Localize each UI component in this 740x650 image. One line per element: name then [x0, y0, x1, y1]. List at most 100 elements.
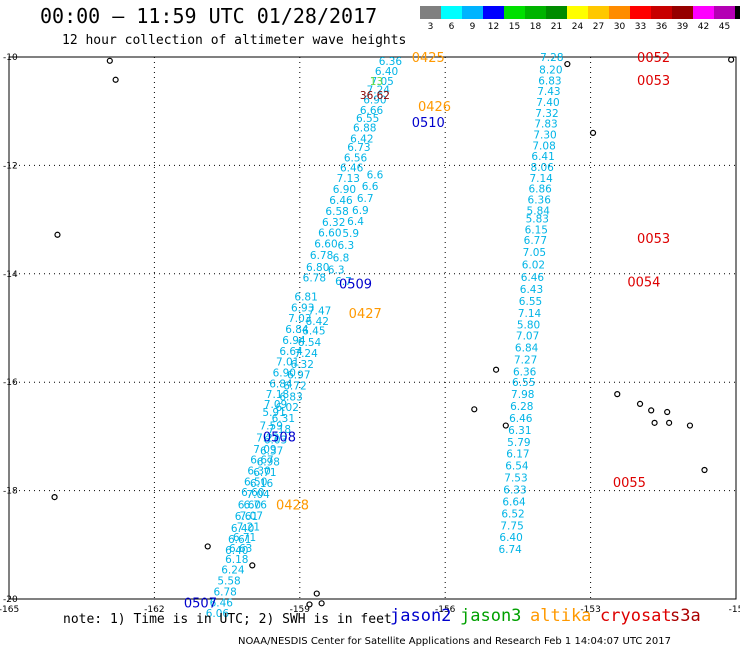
wave-height-value: 6.36 [379, 56, 403, 68]
colorbar-label: 24 [571, 22, 584, 32]
wave-height-value: 6.71 [233, 532, 256, 544]
wave-height-value: 6.86 [528, 184, 552, 196]
wave-height-value: 6.36 [513, 366, 537, 378]
wave-height-value: 6.43 [520, 284, 543, 296]
wave-height-value: 6.31 [508, 425, 531, 437]
wave-height-value: 6.84 [285, 324, 309, 336]
wave-height-value: 7.21 [237, 521, 260, 533]
wave-height-value: 6.46 [521, 272, 545, 284]
wave-height-value: 6.60 [318, 228, 341, 240]
colorbar-swatch-70 [735, 6, 740, 19]
island-marker [728, 56, 735, 63]
wave-height-value: 6.64 [502, 496, 526, 508]
wave-height-value: 6.73 [347, 142, 370, 154]
wave-height-value: 6.3 [328, 264, 345, 276]
y-tick-label: -16 [3, 378, 18, 388]
wave-height-value: 6.03 [264, 435, 287, 447]
wave-height-value: 6.76 [244, 500, 268, 512]
colorbar [420, 6, 740, 19]
island-marker [648, 407, 655, 414]
wave-height-value: 8.06 [530, 162, 554, 174]
island-marker [651, 419, 658, 426]
wave-height-value: 7.08 [532, 140, 555, 152]
wave-height-value: 7.28 [540, 52, 563, 64]
wave-height-value: 13 [370, 76, 383, 88]
wave-height-value: 7.18 [266, 389, 289, 401]
footer-credit: NOAA/NESDIS Center for Satellite Applica… [238, 636, 671, 647]
island-marker [54, 231, 61, 238]
wave-height-value: 6.61 [235, 511, 258, 523]
island-marker [502, 422, 509, 429]
colorbar-swatch-21 [546, 6, 567, 19]
island-marker [589, 129, 597, 136]
pass-time-label: 0052 [637, 51, 670, 66]
satellite-legend-s3a: s3a [670, 606, 701, 626]
wave-height-value: 6.58 [325, 206, 348, 218]
colorbar-label: 18 [529, 22, 542, 32]
island-marker [112, 76, 119, 83]
wave-height-value: 7.30 [533, 130, 556, 142]
wave-height-value: 6.06 [206, 608, 230, 620]
pass-time-label: 0053 [637, 74, 670, 89]
wave-height-value: 6.46 [210, 597, 234, 609]
wave-height-value: 6.52 [501, 508, 524, 520]
wave-height-value: 5.80 [517, 320, 540, 332]
wave-height-value: 7.43 [537, 86, 560, 98]
y-tick-label: -20 [3, 595, 18, 605]
wave-height-value: 6.36 [528, 195, 552, 207]
wave-height-value: 7.14 [529, 173, 553, 185]
pass-time-label: 0507 [184, 596, 217, 611]
colorbar-label: 15 [508, 22, 521, 32]
wave-height-value: 6.64 [279, 346, 303, 358]
island-marker [701, 466, 708, 474]
plot-frame [8, 56, 737, 600]
x-tick-label: -156 [435, 605, 456, 615]
wave-height-value: 6.63 [229, 543, 252, 555]
colorbar-label: 33 [634, 22, 647, 32]
satellite-legend-jason3: jason3 [460, 606, 522, 626]
wave-height-value: 6.78 [310, 250, 333, 262]
wave-height-value: 6.4 [347, 216, 364, 228]
wave-height-value: 6.40 [375, 66, 398, 78]
wave-height-value: 7.59 [260, 421, 283, 433]
wave-height-value: 6.6 [362, 181, 379, 193]
island-marker [306, 601, 313, 608]
wave-height-value: 6.78 [213, 586, 236, 598]
island-marker [204, 543, 211, 550]
wave-height-value: 6.60 [314, 238, 337, 250]
wave-height-value: 6.18 [225, 554, 248, 566]
island-marker [106, 57, 113, 64]
wave-height-value: 7.05 [370, 76, 393, 88]
wave-height-value: 5.58 [217, 576, 240, 588]
wave-height-value: 6.67 [250, 455, 273, 467]
wave-height-value: 6.93 [291, 302, 314, 314]
colorbar-swatch-33 [630, 6, 651, 19]
colorbar-label: 12 [487, 22, 500, 32]
wave-height-value: 6.40 [225, 545, 248, 557]
wave-height-value: 6.81 [294, 292, 317, 304]
wave-height-value: 6.60 [238, 500, 261, 512]
wave-height-value: 6.90 [333, 184, 356, 196]
island-marker [471, 406, 478, 413]
island-marker [564, 60, 571, 68]
wave-height-value: 7.01 [276, 357, 299, 369]
colorbar-swatch-24 [567, 6, 588, 19]
wave-height-value: 6.02 [522, 260, 545, 272]
wave-height-value: 6.40 [499, 532, 522, 544]
wave-height-value: 5.9 [342, 228, 359, 240]
colorbar-swatch-9 [462, 6, 483, 19]
colorbar-swatch-12 [483, 6, 504, 19]
y-tick-label: -18 [3, 487, 18, 497]
x-tick-label: -153 [580, 605, 600, 615]
wave-height-value: 6.78 [303, 273, 326, 285]
wave-height-value: 7.05 [523, 247, 546, 259]
wave-height-value: 7.14 [518, 308, 542, 320]
island-marker [318, 600, 325, 607]
pass-time-label: 0427 [349, 307, 382, 322]
wave-height-value: 6.74 [498, 544, 522, 556]
colorbar-label: 21 [550, 22, 563, 32]
x-tick-label: -162 [144, 605, 164, 615]
colorbar-swatch-6 [441, 6, 462, 19]
wave-height-value: 6.50 [244, 476, 267, 488]
